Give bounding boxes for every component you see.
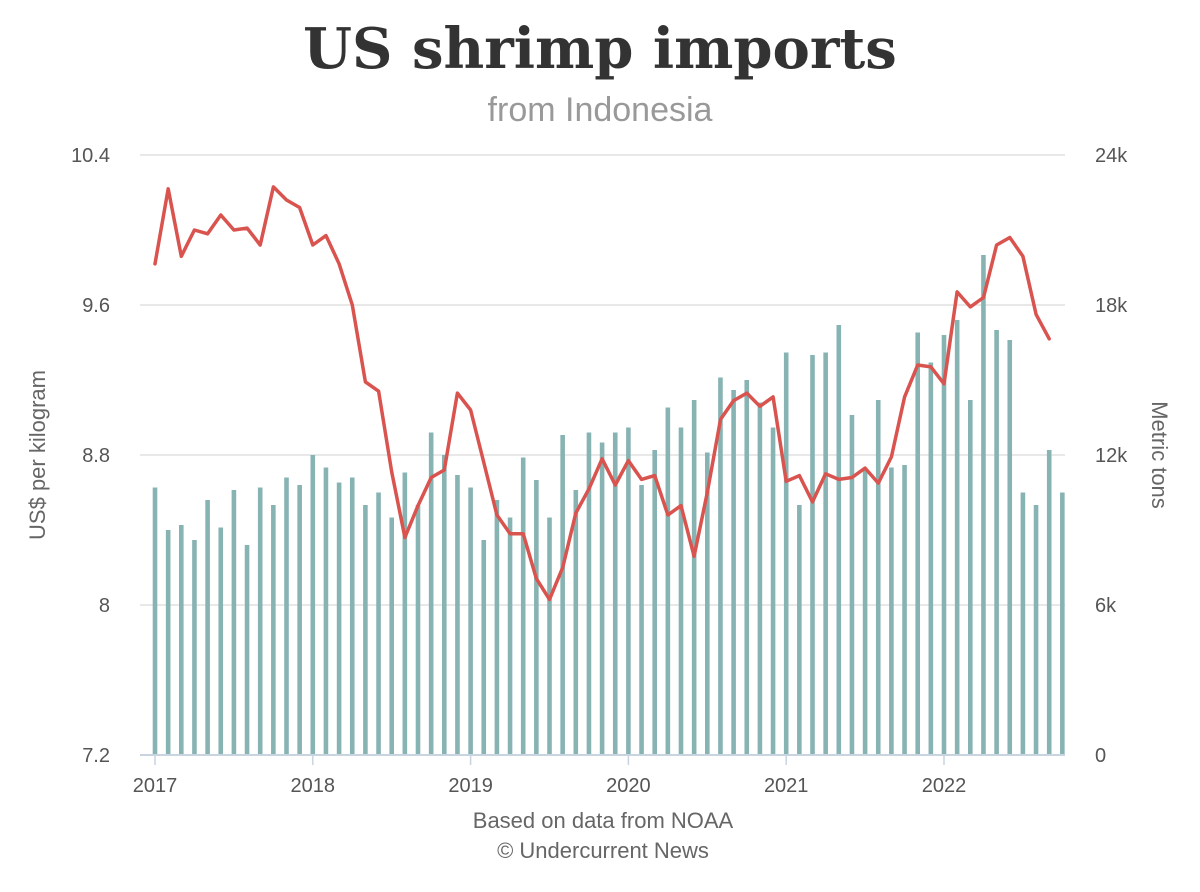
bar	[284, 477, 289, 755]
credit-copyright: © Undercurrent News	[497, 838, 709, 863]
right-tick-label: 6k	[1095, 595, 1117, 617]
bar	[547, 517, 552, 755]
bar	[428, 432, 434, 755]
right-tick-label: 24k	[1095, 145, 1128, 167]
bar	[257, 487, 263, 755]
x-tick-label: 2017	[133, 775, 178, 797]
bar	[152, 487, 158, 755]
bar	[455, 475, 460, 755]
bar	[192, 540, 197, 755]
bar-series-metric-tons	[152, 255, 1065, 755]
bar	[954, 320, 960, 755]
bar	[179, 525, 184, 755]
x-tick-label: 2018	[291, 775, 336, 797]
bar	[731, 390, 736, 755]
bar	[534, 480, 539, 755]
left-tick-label: 9.6	[82, 295, 110, 317]
right-y-axis: 0 6k 12k 18k 24k	[1095, 145, 1128, 767]
bar	[889, 467, 894, 755]
bar	[349, 477, 355, 755]
bar	[757, 402, 763, 755]
bar	[520, 457, 526, 755]
bar	[560, 435, 565, 755]
bar	[402, 472, 408, 755]
credit-source: Based on data from NOAA	[473, 808, 734, 833]
bar	[1033, 505, 1039, 755]
left-tick-label: 8	[99, 595, 110, 617]
left-tick-label: 7.2	[82, 745, 110, 767]
bar	[442, 455, 447, 755]
bar	[363, 505, 368, 755]
bar	[902, 465, 907, 755]
bar	[797, 505, 802, 755]
left-y-axis: 7.2 8 8.8 9.6 10.4	[71, 145, 110, 767]
bar	[481, 540, 487, 755]
bar	[231, 490, 237, 755]
left-axis-title: US$ per kilogram	[25, 370, 50, 540]
bar	[652, 450, 657, 755]
bar	[507, 517, 513, 755]
x-tick-label: 2020	[606, 775, 651, 797]
bar	[415, 505, 421, 755]
bar	[626, 427, 631, 755]
bar	[244, 545, 250, 755]
bar	[981, 255, 986, 755]
bar	[586, 432, 592, 755]
bar	[968, 400, 973, 755]
chart-subtitle: from Indonesia	[488, 91, 713, 129]
right-tick-label: 12k	[1095, 445, 1128, 467]
bar	[165, 530, 171, 755]
bar	[599, 442, 605, 755]
bar	[744, 380, 750, 755]
bar	[849, 415, 855, 755]
bar	[770, 427, 776, 755]
bar	[705, 452, 710, 755]
bar	[494, 500, 500, 755]
left-tick-label: 8.8	[82, 445, 110, 467]
x-tick-label: 2019	[448, 775, 493, 797]
bar	[928, 362, 934, 755]
bar	[218, 527, 224, 755]
bar	[323, 467, 329, 755]
bar	[862, 470, 868, 755]
bar	[915, 332, 920, 755]
bar	[783, 352, 789, 755]
bar	[639, 485, 644, 755]
bar	[994, 330, 999, 755]
bar	[836, 325, 842, 755]
right-tick-label: 0	[1095, 745, 1106, 767]
bar	[1060, 492, 1065, 755]
bar	[875, 400, 881, 755]
bar	[678, 427, 684, 755]
bar	[271, 505, 276, 755]
bar	[389, 517, 394, 755]
bar	[691, 400, 697, 755]
bar	[205, 500, 210, 755]
x-axis: 2017 2018 2019 2020 2021 2022	[133, 755, 967, 797]
bar	[297, 485, 302, 755]
bar	[1020, 492, 1026, 755]
bar	[823, 352, 828, 755]
right-axis-title: Metric tons	[1147, 401, 1172, 509]
bar	[612, 432, 618, 755]
bar	[336, 482, 342, 755]
bar	[468, 487, 473, 755]
bar	[1007, 340, 1013, 755]
x-tick-label: 2022	[922, 775, 967, 797]
chart-title: US shrimp imports	[303, 16, 897, 82]
bar	[1046, 450, 1052, 755]
left-tick-label: 10.4	[71, 145, 110, 167]
bar	[941, 335, 947, 755]
right-tick-label: 18k	[1095, 295, 1128, 317]
bar	[665, 407, 671, 755]
bar	[718, 377, 723, 755]
line-series-price	[153, 185, 1051, 602]
bar	[810, 355, 815, 755]
price-line	[153, 185, 1051, 602]
bar	[376, 492, 381, 755]
bar	[310, 455, 316, 755]
x-tick-label: 2021	[764, 775, 809, 797]
bar	[573, 490, 579, 755]
